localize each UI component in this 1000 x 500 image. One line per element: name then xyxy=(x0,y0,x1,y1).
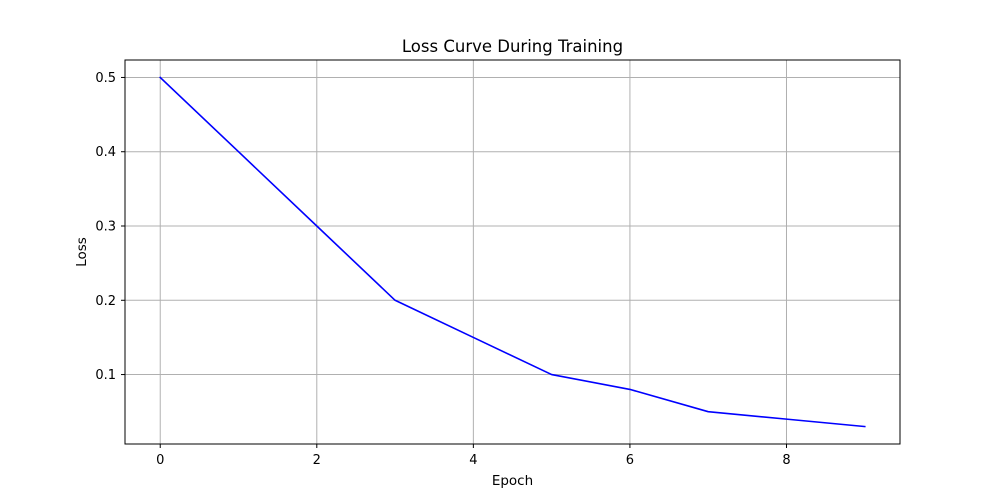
y-tick-label: 0.4 xyxy=(95,145,116,160)
grid-lines xyxy=(125,60,900,444)
y-tick-label: 0.3 xyxy=(95,220,116,235)
y-axis-label: Loss xyxy=(74,237,90,267)
x-tick-label: 8 xyxy=(782,453,790,468)
y-tick-label: 0.2 xyxy=(95,294,116,309)
x-tick-label: 0 xyxy=(156,453,164,468)
x-tick-label: 2 xyxy=(313,453,321,468)
chart-title: Loss Curve During Training xyxy=(402,37,623,56)
y-tick-label: 0.1 xyxy=(95,368,116,383)
axis-ticks: 0 2 4 6 8 0.1 0.2 0.3 0.4 0.5 xyxy=(95,71,790,468)
series-layer xyxy=(159,76,866,428)
plot-frame xyxy=(124,59,901,445)
x-tick-label: 6 xyxy=(626,453,634,468)
x-tick-label: 4 xyxy=(469,453,477,468)
x-axis-label: Epoch xyxy=(492,473,533,489)
loss-series-line xyxy=(159,76,866,428)
y-tick-label: 0.5 xyxy=(95,71,116,86)
